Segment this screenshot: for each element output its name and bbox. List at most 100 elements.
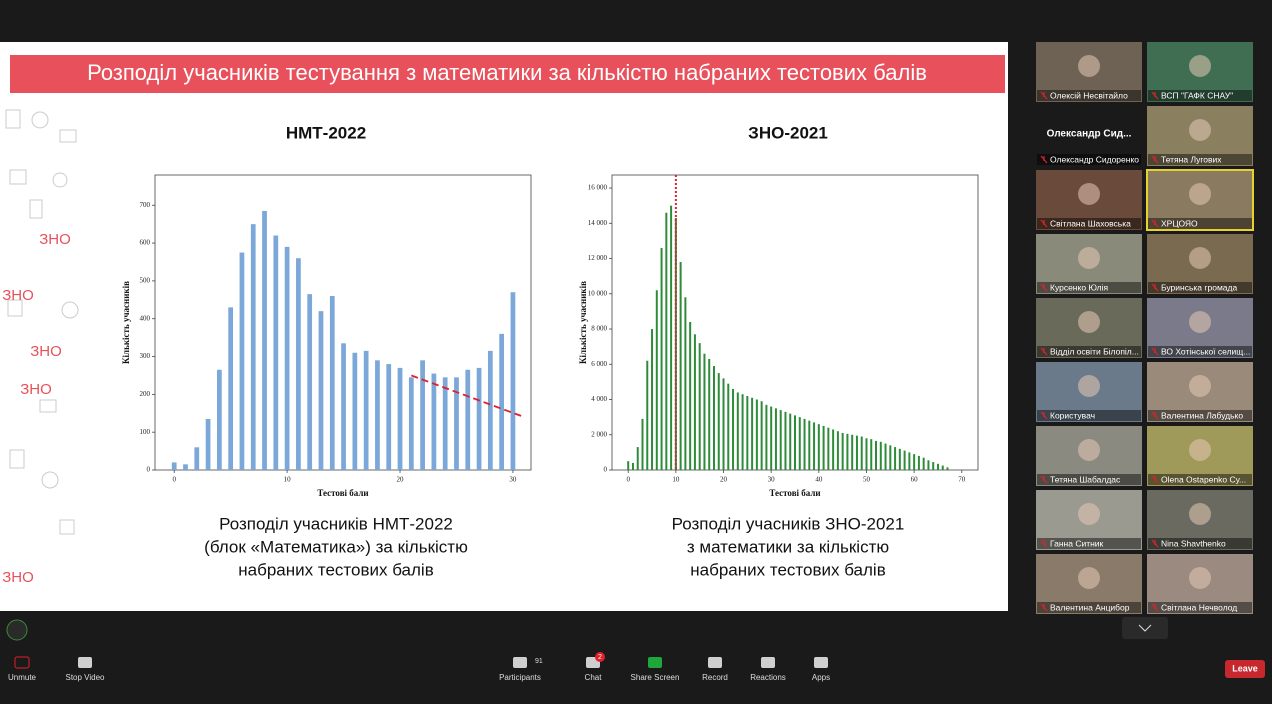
button-label: Stop Video	[66, 673, 106, 682]
bar	[689, 321, 692, 470]
bar	[760, 401, 763, 470]
bar	[646, 360, 649, 470]
y-tick-label: 600	[140, 239, 151, 247]
icon	[513, 657, 527, 668]
x-tick-label: 70	[958, 476, 966, 484]
icon	[14, 656, 30, 669]
bar	[703, 353, 706, 470]
bar	[442, 377, 448, 470]
bar	[408, 377, 414, 470]
avatar	[1189, 119, 1211, 141]
bar	[454, 377, 459, 470]
name-plate	[1148, 218, 1252, 229]
chart-title: НМТ-2022	[286, 123, 366, 142]
annotate-button[interactable]	[6, 619, 28, 641]
participant-name: Користувач	[1050, 410, 1095, 420]
video-tile[interactable]	[1036, 106, 1142, 166]
toolbar-button-share-screen[interactable]: Share Screen	[631, 657, 680, 682]
participant-name: Олександр Сидоренко	[1050, 154, 1139, 164]
bar	[341, 343, 346, 470]
toolbar-button-participants[interactable]: Participants	[499, 657, 541, 682]
participant-name: Валентина Лабудько	[1161, 410, 1243, 420]
muted-icon	[1151, 91, 1159, 100]
bar	[894, 447, 897, 470]
bar	[307, 294, 313, 470]
display-name: Олександр Сид...	[1047, 129, 1132, 140]
toolbar-button-record[interactable]: Record	[702, 657, 728, 682]
participants-count: 91	[535, 658, 543, 665]
button-label: Record	[702, 673, 728, 682]
bar	[879, 441, 882, 470]
bar	[183, 464, 188, 470]
bar	[813, 422, 816, 470]
muted-icon	[1040, 155, 1048, 164]
bar	[717, 373, 720, 470]
bar	[194, 447, 200, 470]
bar	[789, 413, 792, 470]
bar	[774, 408, 777, 470]
bar	[228, 307, 234, 470]
bar	[946, 467, 949, 470]
bar	[751, 397, 754, 470]
gallery-scroll[interactable]	[1122, 617, 1168, 639]
bar	[431, 373, 437, 470]
participant-name: Olena Ostapenko Су...	[1161, 474, 1246, 484]
muted-icon	[1040, 603, 1048, 612]
chart-caption: набраних тестових балів	[690, 560, 885, 579]
bar	[375, 360, 380, 470]
y-tick-label: 200	[140, 390, 151, 398]
bar	[698, 343, 701, 470]
y-tick-label: 6 000	[591, 360, 607, 368]
icon	[78, 657, 92, 668]
name-plate	[1148, 346, 1252, 357]
bar	[875, 440, 878, 470]
icon	[761, 657, 775, 668]
x-tick-label: 60	[911, 476, 919, 484]
bar	[631, 462, 634, 470]
avatar	[1189, 503, 1211, 525]
participant-name: Ганна Ситник	[1050, 538, 1104, 548]
chart-title: ЗНО-2021	[748, 123, 828, 142]
name-plate	[1037, 282, 1141, 293]
participant-name: Тетяна Шабалдас	[1050, 474, 1121, 484]
y-tick-label: 12 000	[588, 254, 608, 262]
bar	[216, 369, 222, 470]
button-label: Chat	[585, 673, 603, 682]
button-label: Share Screen	[631, 673, 680, 682]
bar	[386, 364, 392, 470]
avatar	[1078, 183, 1100, 205]
x-axis-label: Тестові бали	[317, 488, 368, 498]
bar	[665, 212, 668, 470]
toolbar-button-apps[interactable]: Apps	[812, 657, 830, 682]
leave-button[interactable]	[1225, 660, 1265, 678]
button-label: Unmute	[8, 673, 37, 682]
chart-caption: Розподіл учасників ЗНО-2021	[672, 514, 905, 533]
name-plate	[1148, 282, 1252, 293]
bar	[908, 452, 911, 470]
bar	[913, 454, 916, 470]
bar	[817, 424, 820, 470]
muted-icon	[1040, 475, 1048, 484]
y-tick-label: 500	[140, 277, 151, 285]
toolbar-button-unmute[interactable]: Unmute	[8, 656, 37, 682]
muted-icon	[1151, 283, 1159, 292]
leave-label: Leave	[1232, 663, 1258, 673]
name-plate	[1148, 602, 1252, 613]
bar	[770, 406, 773, 470]
x-axis-label: Тестові бали	[769, 488, 820, 498]
bar	[832, 429, 835, 470]
y-tick-label: 2 000	[591, 430, 607, 438]
bar	[803, 418, 806, 470]
bar	[684, 297, 687, 470]
toolbar-button-reactions[interactable]: Reactions	[750, 657, 786, 682]
name-plate	[1148, 410, 1252, 421]
bar	[627, 461, 630, 470]
bar	[205, 418, 211, 470]
muted-icon	[1040, 283, 1048, 292]
bar	[510, 292, 516, 470]
bar	[679, 262, 682, 470]
toolbar-button-stop-video[interactable]: Stop Video	[66, 657, 106, 682]
avatar	[1189, 183, 1211, 205]
bar	[846, 433, 849, 470]
